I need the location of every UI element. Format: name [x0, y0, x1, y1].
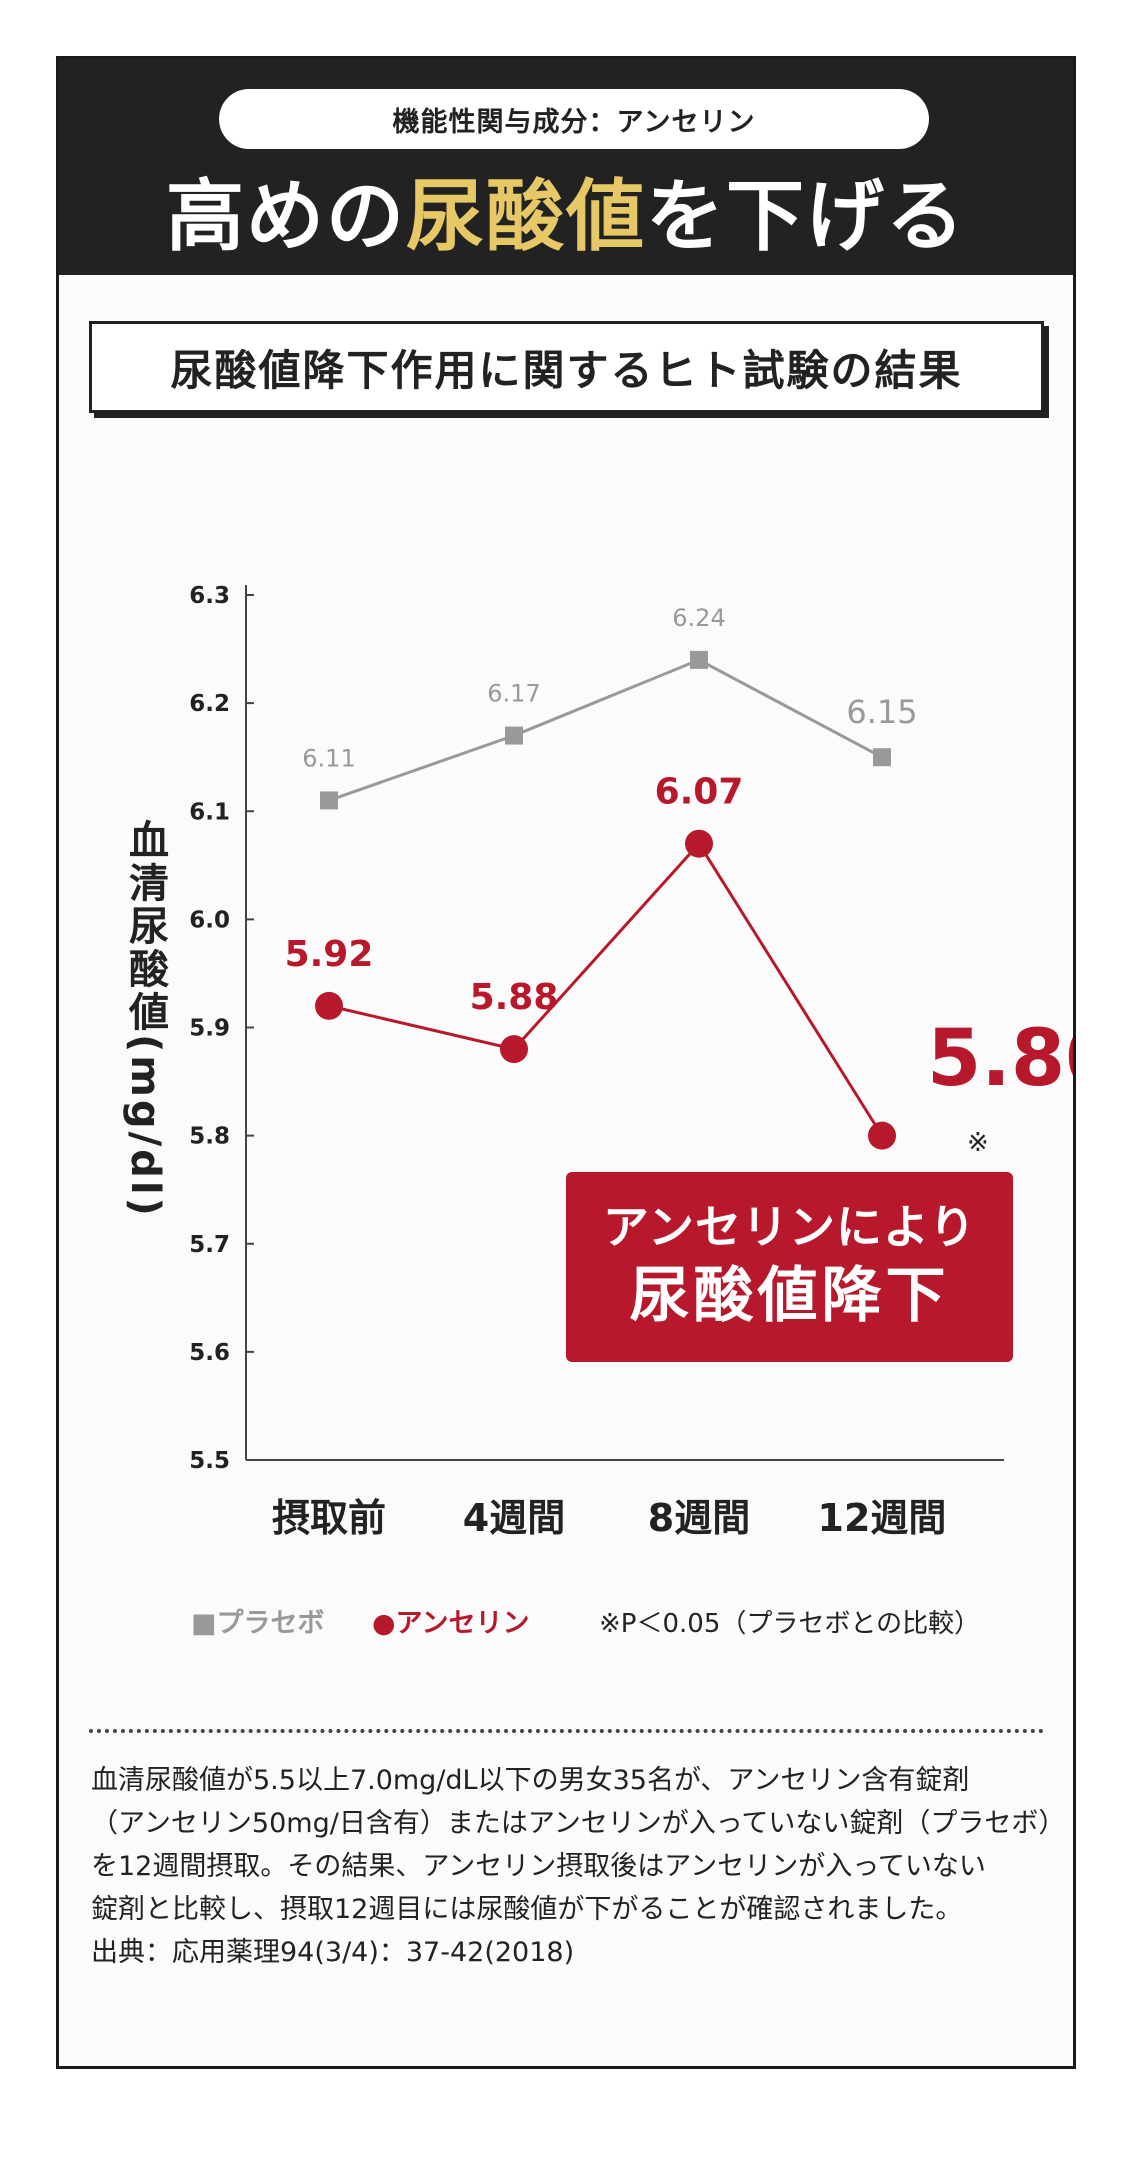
- anserine-data-label-final: 5.80: [927, 1014, 1073, 1104]
- placebo-marker: [505, 726, 523, 745]
- y-tick-label: 6.3: [189, 583, 230, 609]
- x-tick-label: 4週間: [463, 1496, 565, 1540]
- result-callout: アンセリンにより 尿酸値降下: [566, 1172, 1013, 1362]
- y-tick-label: 5.8: [189, 1124, 230, 1150]
- significance-mark: ※: [967, 1128, 989, 1158]
- legend-placebo: ■プラセボ: [191, 1608, 325, 1639]
- study-description: 血清尿酸値が5.5以上7.0mg/dL以下の男女35名が、アンセリン含有錠剤 （…: [91, 1759, 1066, 1974]
- title-pre: 高めの: [165, 172, 406, 262]
- placebo-marker: [690, 650, 708, 669]
- y-tick-label: 6.0: [189, 907, 230, 933]
- description-line: を12週間摂取。その結果、アンセリン摂取後はアンセリンが入っていない: [91, 1851, 986, 1882]
- section-banner: 尿酸値降下作用に関するヒト試験の結果: [89, 321, 1044, 413]
- anserine-series-line: [328, 841, 884, 1137]
- description-line: 血清尿酸値が5.5以上7.0mg/dL以下の男女35名が、アンセリン含有錠剤: [91, 1765, 970, 1796]
- title-highlight: 尿酸値: [405, 172, 646, 262]
- infographic-card: 機能性関与成分：アンセリン 高めの 尿酸値 を下げる 尿酸値降下作用に関するヒト試験…: [56, 56, 1076, 2069]
- x-tick-label: 8週間: [648, 1496, 750, 1540]
- anserine-data-label: 5.92: [285, 934, 374, 975]
- anserine-data-label: 6.07: [655, 772, 744, 813]
- anserine-marker: [685, 829, 713, 858]
- placebo-data-label: 6.24: [672, 604, 725, 632]
- uric-acid-line-chart: 血清尿酸値(mg/dl) 6.3 6.2 6.1 6.0 5.9 5.8 5.7 5.6 5.5…: [122, 583, 1073, 1639]
- page-title: 高めの 尿酸値 を下げる: [59, 155, 1073, 265]
- legend-anserine: ●アンセリン: [372, 1608, 529, 1639]
- anserine-data-label: 5.88: [470, 977, 559, 1018]
- callout-line1: アンセリンにより: [602, 1200, 977, 1254]
- y-tick-label: 6.1: [189, 799, 230, 825]
- description-line: 錠剤と比較し、摂取12週目には尿酸値が下がることが確認されました。: [91, 1894, 963, 1925]
- header: 機能性関与成分：アンセリン 高めの 尿酸値 を下げる: [59, 59, 1073, 275]
- anserine-marker: [500, 1035, 528, 1064]
- placebo-data-label: 6.17: [487, 680, 540, 708]
- chart-y-axis-label: 血清尿酸値(mg/dl): [122, 819, 170, 1219]
- ingredient-pill: 機能性関与成分：アンセリン: [219, 89, 929, 149]
- legend-significance-note: ※P＜0.05（プラセボとの比較）: [599, 1609, 980, 1639]
- callout-line2: 尿酸値降下: [629, 1261, 950, 1331]
- y-tick-label: 6.2: [189, 691, 230, 717]
- title-post: を下げる: [646, 172, 967, 262]
- description-line: （アンセリン50mg/日含有）またはアンセリンが入っていない錠剤（プラセボ）: [91, 1808, 1066, 1839]
- y-tick-label: 5.5: [189, 1448, 230, 1474]
- x-tick-label: 摂取前: [272, 1496, 386, 1540]
- source-citation: 出典：応用薬理94(3/4)：37-42(2018): [91, 1937, 575, 1968]
- placebo-data-label: 6.11: [302, 744, 355, 772]
- y-tick-label: 5.9: [189, 1016, 230, 1042]
- placebo-marker: [320, 791, 338, 810]
- y-tick-label: 5.6: [189, 1340, 230, 1366]
- placebo-data-label: 6.15: [846, 693, 917, 731]
- anserine-marker: [315, 991, 343, 1020]
- anserine-marker: [868, 1121, 896, 1150]
- placebo-series-line: [328, 658, 883, 802]
- x-tick-label: 12週間: [818, 1496, 947, 1540]
- y-tick-label: 5.7: [189, 1232, 230, 1258]
- dotted-divider: [89, 1729, 1044, 1733]
- placebo-marker: [873, 748, 891, 767]
